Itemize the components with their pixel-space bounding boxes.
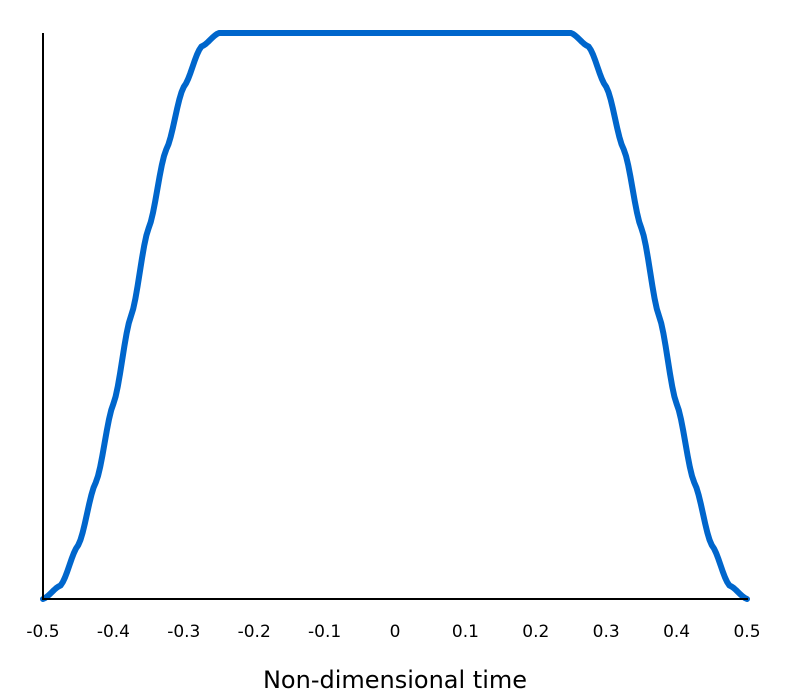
x-tick-label: 0.2 bbox=[522, 622, 549, 642]
axes bbox=[42, 33, 748, 600]
x-axis-title: Non-dimensional time bbox=[263, 666, 527, 694]
x-tick-label: 0.5 bbox=[733, 622, 760, 642]
x-tick-label: -0.5 bbox=[26, 622, 59, 642]
x-tick-label: 0.1 bbox=[452, 622, 479, 642]
x-tick-label: 0.4 bbox=[663, 622, 690, 642]
x-tick-labels: -0.5 -0.4 -0.3 -0.2 -0.1 0 0.1 0.2 0.3 0.4 0.5 bbox=[26, 622, 760, 642]
x-tick-label: -0.3 bbox=[167, 622, 200, 642]
x-tick-label: 0.3 bbox=[593, 622, 620, 642]
x-tick-label: -0.2 bbox=[238, 622, 271, 642]
series-line-0 bbox=[40, 30, 750, 602]
x-tick-label: 0 bbox=[390, 622, 401, 642]
x-tick-label: -0.4 bbox=[97, 622, 130, 642]
plot-area bbox=[40, 30, 750, 602]
x-tick-label: -0.1 bbox=[308, 622, 341, 642]
